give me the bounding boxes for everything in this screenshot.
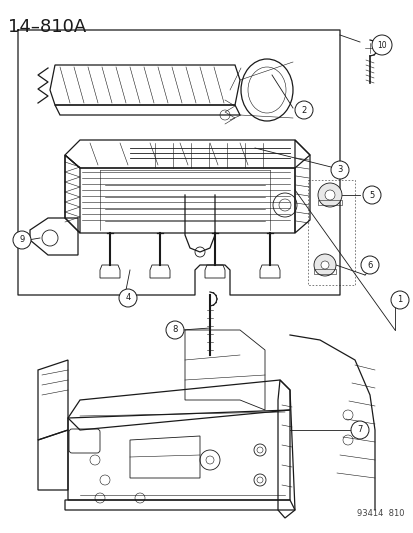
Text: 8: 8 <box>172 326 177 335</box>
Text: 9: 9 <box>19 236 24 245</box>
Circle shape <box>362 186 380 204</box>
Text: 14–810A: 14–810A <box>8 18 86 36</box>
Text: 5: 5 <box>368 190 374 199</box>
Circle shape <box>317 183 341 207</box>
Circle shape <box>13 231 31 249</box>
Text: 4: 4 <box>125 294 131 303</box>
Circle shape <box>350 421 368 439</box>
Text: 6: 6 <box>366 261 372 270</box>
Text: 2: 2 <box>301 106 306 115</box>
Circle shape <box>371 35 391 55</box>
Text: 3: 3 <box>337 166 342 174</box>
Circle shape <box>390 291 408 309</box>
Circle shape <box>313 254 335 276</box>
Text: 10: 10 <box>376 41 386 50</box>
Circle shape <box>324 190 334 200</box>
Text: 1: 1 <box>396 295 402 304</box>
Circle shape <box>330 161 348 179</box>
Text: 93414  810: 93414 810 <box>357 509 404 518</box>
Text: 7: 7 <box>356 425 362 434</box>
Circle shape <box>360 256 378 274</box>
Circle shape <box>294 101 312 119</box>
Circle shape <box>119 289 137 307</box>
Circle shape <box>166 321 183 339</box>
Circle shape <box>320 261 328 269</box>
